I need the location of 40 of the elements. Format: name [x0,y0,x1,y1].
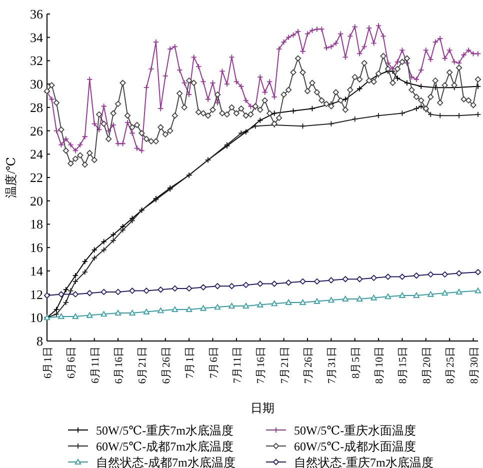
ytick: 16 [30,240,43,256]
ytick: 32 [30,53,43,68]
xtick: 8月5日 [350,346,362,378]
ytick: 20 [30,193,43,208]
ytick: 22 [30,170,43,185]
ytick: 8 [36,334,43,348]
ytick: 18 [30,216,43,232]
ytick: 12 [30,286,43,302]
xtick: 6月16日 [114,346,126,384]
ytick: 14 [30,263,43,278]
legend-label: 50W/5℃-重庆7m水底温度 [96,424,234,438]
xtick: 7月16日 [256,346,268,384]
ytick: 34 [30,30,43,45]
xlabel: 日期 [250,401,274,415]
xtick: 8月15日 [398,346,410,384]
ytick: 26 [30,123,43,138]
xtick: 6月1日 [43,346,54,378]
ytick: 10 [30,310,43,326]
xtick: 6月11日 [90,346,102,384]
xtick: 6月21日 [138,346,149,384]
xtick: 7月26日 [304,346,314,384]
ytick: 30 [30,76,43,92]
xtick: 8月10日 [374,346,386,384]
legend-label: 60W/5℃-成都7m水底温度 [96,440,234,454]
xtick: 6月26日 [161,346,172,384]
ytick: 28 [30,100,43,115]
legend-label: 50W/5℃-重庆水面温度 [294,424,416,438]
xtick: 8月25日 [446,346,457,384]
legend-label: 60W/5℃-成都水面温度 [294,440,416,454]
xtick: 6月6日 [66,346,78,378]
xtick: 7月11日 [232,346,244,384]
ytick: 24 [30,146,43,162]
xtick: 7月1日 [185,346,196,378]
xtick: 8月30日 [469,346,480,384]
xtick: 7月21日 [280,346,291,384]
xtick: 7月31日 [327,346,338,384]
ylabel: 温度/℃ [4,157,18,198]
xtick: 7月6日 [208,346,220,378]
xtick: 8月20日 [422,346,433,384]
ytick: 36 [30,6,43,22]
